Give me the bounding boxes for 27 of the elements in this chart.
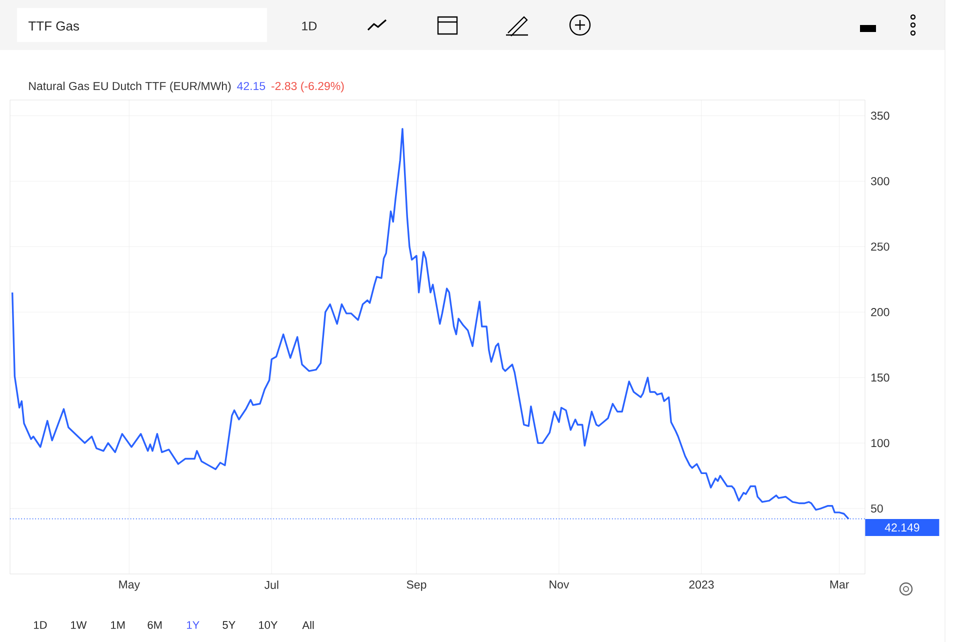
x-tick-label: May	[119, 580, 140, 591]
y-tick-label: 250	[871, 242, 890, 251]
y-tick-label: 100	[871, 438, 890, 448]
y-tick-label: 350	[870, 112, 890, 120]
text: 1Y	[187, 621, 200, 629]
text: All	[302, 621, 314, 629]
chart-title: Natural Gas EU Dutch TTF (EUR/MWh)	[29, 82, 231, 92]
text: TTF Gas	[28, 21, 80, 31]
y-tick-label: 300	[870, 177, 890, 186]
text: 6M	[148, 621, 162, 629]
text: 1D	[302, 22, 317, 30]
x-tick-label: Sep	[406, 580, 426, 591]
y-tick-label: 200	[871, 308, 890, 316]
text: 42.15	[237, 82, 266, 90]
text: 10Y	[259, 621, 278, 629]
y-tick-label: 150	[871, 374, 890, 382]
text: 5Y	[222, 621, 236, 629]
text: -2.83 (-6.29%)	[271, 82, 344, 92]
x-tick-label: Jul	[264, 580, 278, 589]
x-tick-label: 2023	[689, 580, 714, 589]
ref-line-label: 42.149	[884, 523, 920, 532]
y-tick-label: 50	[870, 504, 883, 513]
x-tick-label: Mar	[830, 580, 850, 589]
text: 1W	[71, 621, 87, 629]
x-tick-label: Nov	[550, 580, 570, 589]
text: 1M	[111, 621, 125, 629]
text: 1D	[34, 621, 47, 629]
